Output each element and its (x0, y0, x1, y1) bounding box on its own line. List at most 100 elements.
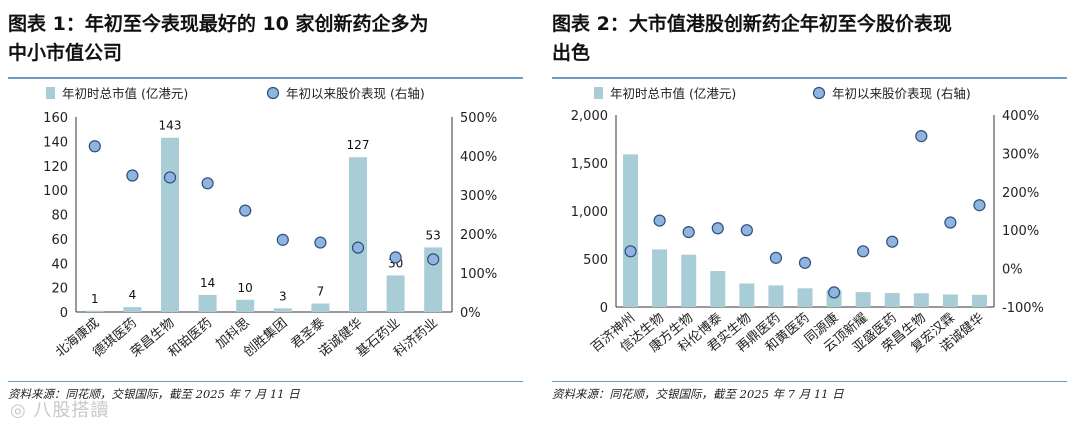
chart-panel-2: 图表 2：大市值港股创新药企年初至今股价表现 出色 年初时总市值 (亿港元) 年初… (552, 0, 1077, 426)
bar (161, 137, 179, 312)
y-tick-label: 40 (51, 257, 68, 272)
bar (386, 275, 405, 312)
scatter-point (827, 286, 841, 299)
scatter-point (276, 233, 289, 246)
scatter-point (798, 256, 812, 269)
y2-tick-label: 0% (1002, 263, 1023, 278)
bar (681, 254, 697, 307)
scatter-point (163, 171, 177, 184)
bar (273, 308, 292, 312)
y-tick-label: 120 (43, 160, 68, 175)
bar (198, 294, 217, 312)
source-divider (552, 381, 1067, 382)
watermark: ◎ 八股搭讀 (10, 400, 110, 421)
bar (311, 303, 330, 312)
scatter-point (915, 130, 928, 143)
bar (913, 293, 929, 307)
legend-dot-label: 年初以来股价表现 (右轴) (832, 86, 971, 101)
y-tick-label: 500 (583, 253, 608, 268)
y2-tick-label: 100% (1002, 224, 1039, 239)
source-divider (8, 381, 523, 382)
bar (623, 154, 639, 307)
y-tick-label: 80 (51, 209, 68, 224)
chart-title-1: 图表 1：年初至今表现最好的 10 家创新药企多为 中小市值公司 (8, 10, 523, 68)
bar (236, 299, 255, 312)
bar-data-label: 4 (129, 288, 137, 302)
bar (797, 288, 813, 307)
y2-tick-label: 200% (1002, 186, 1039, 201)
chart-title-2: 图表 2：大市值港股创新药企年初至今股价表现 出色 (552, 10, 1067, 68)
bar (424, 247, 443, 312)
legend-dot-swatch (266, 86, 280, 100)
bar (123, 307, 142, 312)
scatter-point (351, 241, 365, 254)
scatter-point (88, 140, 101, 153)
bar-data-label: 1 (91, 292, 99, 306)
y-tick-label: 60 (51, 233, 68, 248)
scatter-point (769, 251, 783, 264)
scatter-point (653, 214, 666, 227)
legend-bar-swatch (46, 87, 55, 99)
y2-tick-label: 200% (460, 228, 497, 243)
y2-tick-label: -100% (1002, 301, 1044, 316)
legend-bar-label: 年初时总市值 (亿港元) (62, 86, 188, 101)
scatter-point (126, 169, 139, 182)
bar-data-label: 10 (238, 281, 253, 295)
bar (942, 294, 958, 307)
scatter-point (886, 235, 899, 248)
chart-1: 年初时总市值 (亿港元) 年初以来股价表现 (右轴)020406080100120… (43, 86, 497, 360)
bar (855, 292, 871, 307)
bar (768, 285, 784, 307)
scatter-point (389, 251, 402, 264)
y2-tick-label: 0% (460, 306, 481, 321)
bar-data-label: 127 (347, 138, 370, 152)
scatter-point (740, 224, 753, 237)
bar-data-label: 143 (159, 119, 182, 133)
bar (710, 271, 726, 307)
scatter-point (624, 245, 637, 258)
title-line-1: 图表 2：大市值港股创新药企年初至今股价表现 (552, 13, 952, 35)
y2-tick-label: 300% (460, 189, 497, 204)
y2-tick-label: 400% (1002, 109, 1039, 124)
title-divider (8, 77, 523, 79)
y-tick-label: 160 (43, 111, 68, 126)
chart-2: 年初时总市值 (亿港元) 年初以来股价表现 (右轴) 0 500 1,000 1,500 2… (571, 86, 1044, 355)
source-note: 资料来源：同花顺，交银国际，截至 2025 年 7 月 11 日 (552, 387, 844, 401)
legend-bar-swatch (594, 87, 603, 99)
legend-dot-label: 年初以来股价表现 (右轴) (286, 86, 425, 101)
y-tick-label: 0 (600, 301, 608, 316)
scatter-point (239, 204, 252, 217)
y-tick-label: 140 (43, 135, 68, 150)
chart-panel-1: 图表 1：年初至今表现最好的 10 家创新药企多为 中小市值公司 年初时总市值 … (8, 0, 533, 426)
bar (971, 294, 987, 307)
bar-data-label: 14 (200, 276, 215, 290)
scatter-point (427, 253, 440, 266)
scatter-point (682, 226, 695, 239)
legend-dot-swatch (812, 86, 826, 100)
title-line-2: 中小市值公司 (8, 42, 123, 64)
scatter-point (314, 236, 327, 249)
bar (349, 157, 367, 312)
bar (884, 293, 900, 307)
source-note: 资料来源：同花顺，交银国际，截至 2025 年 7 月 11 日 (8, 387, 300, 401)
bar (85, 310, 104, 312)
bar-data-label: 53 (426, 228, 441, 242)
y2-tick-label: 300% (1002, 147, 1039, 162)
scatter-point (201, 177, 214, 190)
y-tick-label: 2,000 (571, 109, 608, 124)
y-tick-label: 1,000 (571, 205, 608, 220)
y2-tick-label: 500% (460, 111, 497, 126)
title-line-1: 图表 1：年初至今表现最好的 10 家创新药企多为 (8, 13, 429, 35)
scatter-point (857, 245, 870, 258)
bar-data-label: 3 (279, 289, 287, 303)
bar (739, 283, 755, 307)
scatter-point (944, 216, 957, 229)
y-tick-label: 20 (51, 282, 68, 297)
scatter-point (973, 199, 986, 212)
bar (652, 249, 668, 307)
y2-tick-label: 400% (460, 150, 497, 165)
bar-data-label: 7 (317, 284, 325, 298)
title-line-2: 出色 (552, 42, 591, 64)
legend-bar-label: 年初时总市值 (亿港元) (610, 86, 736, 101)
y2-tick-label: 100% (460, 267, 497, 282)
